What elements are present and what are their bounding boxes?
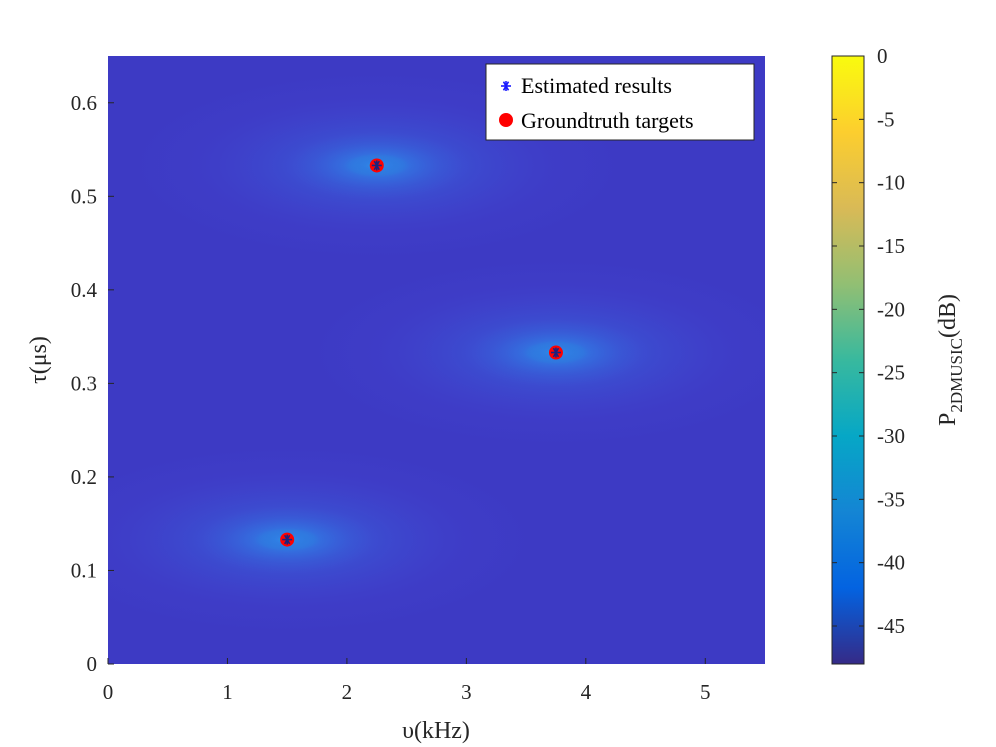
y-tick-label: 0.3 xyxy=(71,371,97,395)
circle-marker-icon xyxy=(499,113,513,127)
colorbar-tick-label: -25 xyxy=(877,361,905,385)
legend-entry-estimated: Estimated results xyxy=(501,73,672,98)
x-axis-label: υ(kHz) xyxy=(402,718,470,744)
y-tick-label: 0.5 xyxy=(71,184,97,208)
colorbar-ticks: 0 -5 -10 -15 -20 -25 -30 -35 -40 -45 xyxy=(832,44,905,638)
colorbar-tick-label: -30 xyxy=(877,424,905,448)
colorbar-tick-label: -10 xyxy=(877,171,905,195)
legend-label-groundtruth: Groundtruth targets xyxy=(521,108,694,133)
heatmap-plot-area xyxy=(108,56,765,664)
legend-entry-groundtruth: Groundtruth targets xyxy=(499,108,694,133)
colorbar-tick-label: -5 xyxy=(877,107,895,131)
legend: Estimated results Groundtruth targets xyxy=(485,63,755,141)
y-tick-label: 0.6 xyxy=(71,91,97,115)
x-tick-label: 3 xyxy=(461,680,472,704)
estimated-marker xyxy=(371,160,382,171)
colorbar-tick-label: -15 xyxy=(877,234,905,258)
legend-asterisk-glyph xyxy=(501,81,511,91)
colorbar-gradient xyxy=(831,55,865,665)
colorbar-label: P2DMUSIC(dB) xyxy=(935,294,966,426)
legend-box xyxy=(485,63,755,141)
y-axis-ticks: 0 0.1 0.2 0.3 0.4 0.5 0.6 xyxy=(71,91,114,676)
x-tick-label: 4 xyxy=(581,680,592,704)
x-tick-label: 0 xyxy=(103,680,114,704)
colorbar-tick-label: -35 xyxy=(877,487,905,511)
asterisk-marker-icon xyxy=(501,81,511,91)
y-tick-label: 0.1 xyxy=(71,558,97,582)
estimated-marker xyxy=(550,347,561,358)
colorbar-tick-label: -40 xyxy=(877,551,905,575)
y-tick-label: 0.4 xyxy=(71,278,98,302)
y-tick-label: 0 xyxy=(87,652,98,676)
legend-label-estimated: Estimated results xyxy=(521,73,672,98)
target-markers xyxy=(280,158,563,547)
colorbar: 0 -5 -10 -15 -20 -25 -30 -35 -40 -45 P2DMUSIC(dB) xyxy=(831,44,966,665)
x-tick-label: 2 xyxy=(342,680,353,704)
colorbar-tick-label: -20 xyxy=(877,297,905,321)
colorbar-tick-label: 0 xyxy=(877,44,888,68)
y-tick-label: 0.2 xyxy=(71,465,97,489)
estimated-marker xyxy=(282,534,293,545)
x-axis-ticks: 0 1 2 3 4 5 xyxy=(103,658,711,704)
y-axis-label: τ(μs) xyxy=(26,336,52,384)
x-tick-label: 1 xyxy=(222,680,233,704)
x-tick-label: 5 xyxy=(700,680,711,704)
colorbar-tick-label: -45 xyxy=(877,614,905,638)
